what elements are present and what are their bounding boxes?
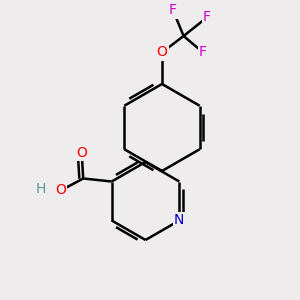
Text: O: O (157, 46, 167, 59)
Text: H: H (36, 182, 46, 196)
Text: O: O (76, 146, 87, 160)
Text: F: F (169, 4, 177, 17)
Text: F: F (199, 46, 207, 59)
Text: O: O (55, 184, 66, 197)
Text: N: N (174, 214, 184, 227)
Text: F: F (203, 11, 211, 24)
